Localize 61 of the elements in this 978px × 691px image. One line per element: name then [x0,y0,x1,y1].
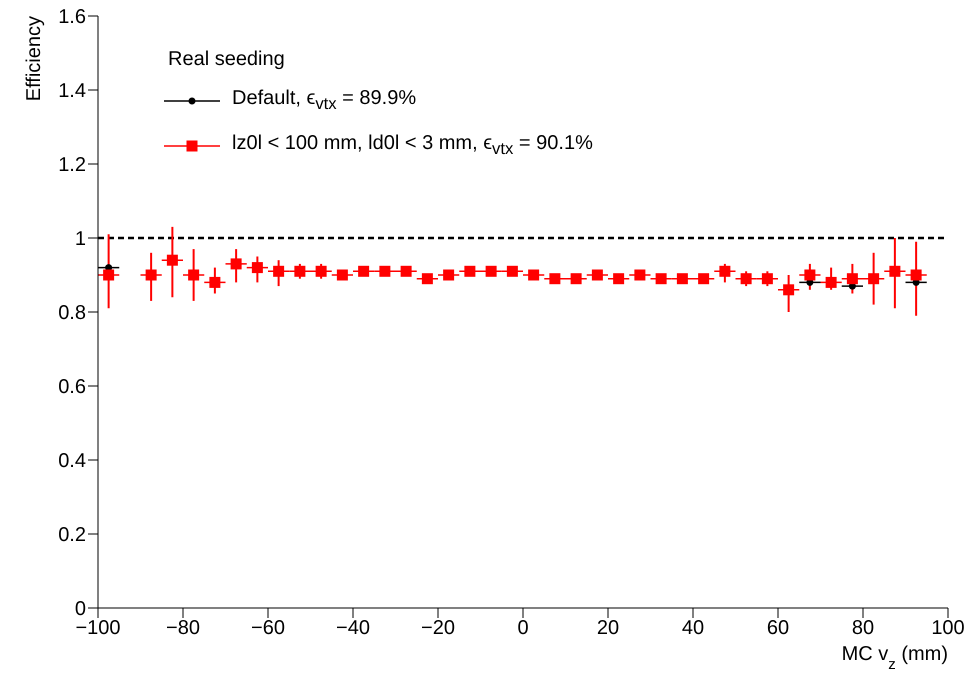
point [336,270,348,280]
point [506,266,518,277]
x-tick-label: 0 [517,617,529,640]
point [804,270,816,280]
legend-label: lz0l < 100 mm, ld0l < 3 mm, ϵ$_{vtx}$ = 90.1% [232,132,593,159]
x-tick-label: −40 [336,617,370,640]
point [443,270,454,280]
point [910,270,922,280]
y-tick-label: 1.2 [58,154,86,176]
legend-title: Real seeding [168,48,286,71]
point [613,273,624,284]
point [549,273,560,284]
point [868,273,880,284]
point [719,266,730,277]
point [209,276,220,288]
point [103,270,114,280]
y-tick-label: 1 [74,228,86,250]
point [316,266,327,277]
y-axis-title: Efficiency [23,16,45,102]
point [166,254,178,266]
x-tick-label: 60 [766,617,790,640]
y-tick-label: 0.8 [58,302,86,324]
point [570,273,582,284]
y-tick-label: 0.6 [58,376,86,398]
point [676,273,688,284]
point [422,273,433,284]
y-tick-label: 0.2 [58,524,86,546]
legend-label: Default, ϵ$_{vtx}$ = 89.9% [232,87,416,114]
point [379,266,390,277]
point [762,273,773,284]
point [740,273,752,284]
point [358,266,370,277]
x-tick-label: −80 [166,617,200,640]
point [273,266,284,277]
point [889,266,900,277]
x-tick-label: −20 [421,617,455,640]
point [783,284,794,296]
point [656,273,667,284]
point [400,266,412,277]
point [634,270,646,280]
y-tick-label: 0.4 [58,450,86,472]
point [230,258,242,270]
y-tick-label: 1.6 [58,6,86,28]
point [146,270,157,280]
x-tick-label: 40 [682,617,704,640]
x-axis-title: MC v$_{z}$ (mm) [842,643,948,672]
point [846,273,858,284]
point [486,266,497,277]
point [528,270,540,280]
point [826,276,837,288]
y-tick-label: 1.4 [58,80,86,102]
point [252,262,263,274]
x-tick-label: −60 [251,617,285,640]
point [294,266,306,277]
point [188,270,200,280]
point [464,266,476,277]
x-tick-label: 100 [931,617,965,640]
point [592,270,603,280]
x-tick-label: 20 [596,617,620,640]
point [698,273,710,284]
x-tick-label: 80 [852,617,874,640]
